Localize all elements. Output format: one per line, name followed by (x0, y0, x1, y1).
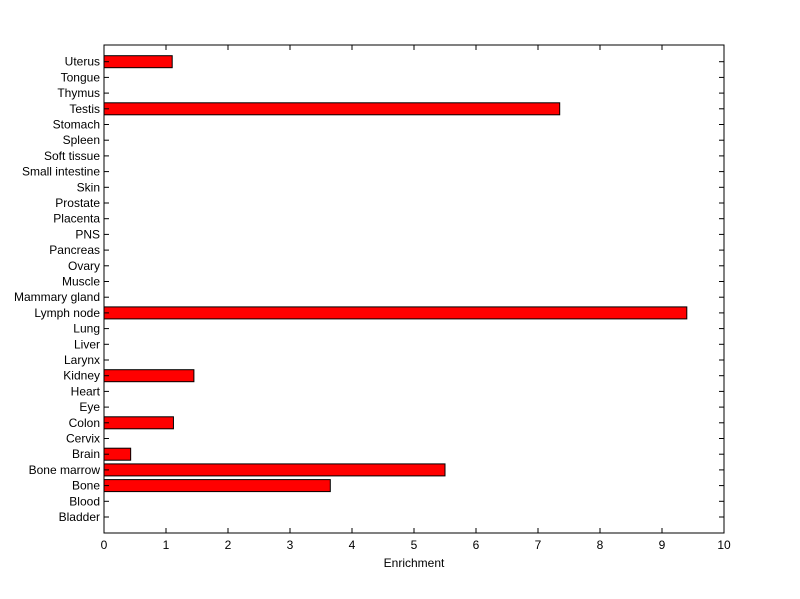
y-tick-label-mammary-gland: Mammary gland (14, 290, 100, 304)
x-tick-label-9: 9 (659, 538, 666, 552)
y-tick-label-liver: Liver (74, 337, 100, 351)
x-tick-label-7: 7 (535, 538, 542, 552)
y-tick-label-uterus: Uterus (65, 55, 100, 69)
y-tick-label-spleen: Spleen (63, 133, 100, 147)
y-tick-label-heart: Heart (71, 384, 101, 398)
y-tick-label-bladder: Bladder (59, 510, 100, 524)
x-tick-label-0: 0 (101, 538, 108, 552)
y-tick-label-lymph-node: Lymph node (34, 306, 100, 320)
y-tick-label-colon: Colon (69, 416, 100, 430)
x-tick-label-4: 4 (349, 538, 356, 552)
y-tick-label-eye: Eye (79, 400, 100, 414)
y-tick-label-brain: Brain (72, 447, 100, 461)
x-tick-label-6: 6 (473, 538, 480, 552)
y-tick-label-pancreas: Pancreas (49, 243, 100, 257)
bar-lymph-node (103, 306, 688, 320)
y-tick-label-muscle: Muscle (62, 275, 100, 289)
y-tick-label-placenta: Placenta (53, 212, 100, 226)
x-tick-label-8: 8 (597, 538, 604, 552)
x-axis-label: Enrichment (384, 556, 445, 570)
y-tick-label-testis: Testis (69, 102, 100, 116)
plot-area (104, 45, 724, 533)
y-tick-label-larynx: Larynx (64, 353, 100, 367)
bar-kidney (103, 369, 195, 383)
y-tick-label-small-intestine: Small intestine (22, 165, 100, 179)
bar-bone-marrow (103, 463, 446, 477)
y-tick-label-kidney: Kidney (63, 369, 100, 383)
y-tick-label-cervix: Cervix (66, 432, 100, 446)
y-tick-label-ovary: Ovary (68, 259, 100, 273)
x-tick-label-2: 2 (225, 538, 232, 552)
y-tick-label-tongue: Tongue (61, 70, 101, 84)
plot-frame (103, 44, 725, 534)
ticks-group (103, 45, 725, 533)
x-tick-label-3: 3 (287, 538, 294, 552)
bar-uterus (103, 55, 173, 69)
y-tick-label-bone: Bone (72, 479, 100, 493)
y-tick-label-soft-tissue: Soft tissue (44, 149, 100, 163)
x-tick-label-1: 1 (163, 538, 170, 552)
x-tick-label-5: 5 (411, 538, 418, 552)
y-tick-label-skin: Skin (77, 180, 100, 194)
y-tick-label-blood: Blood (69, 494, 100, 508)
bar-testis (103, 102, 561, 116)
x-tick-label-10: 10 (717, 538, 731, 552)
y-tick-label-lung: Lung (73, 322, 100, 336)
y-tick-label-prostate: Prostate (55, 196, 100, 210)
bar-bone (103, 479, 331, 493)
y-tick-label-stomach: Stomach (53, 118, 100, 132)
bar-colon (103, 416, 174, 430)
y-tick-label-pns: PNS (75, 227, 100, 241)
y-tick-label-bone-marrow: Bone marrow (29, 463, 101, 477)
y-tick-label-thymus: Thymus (57, 86, 100, 100)
